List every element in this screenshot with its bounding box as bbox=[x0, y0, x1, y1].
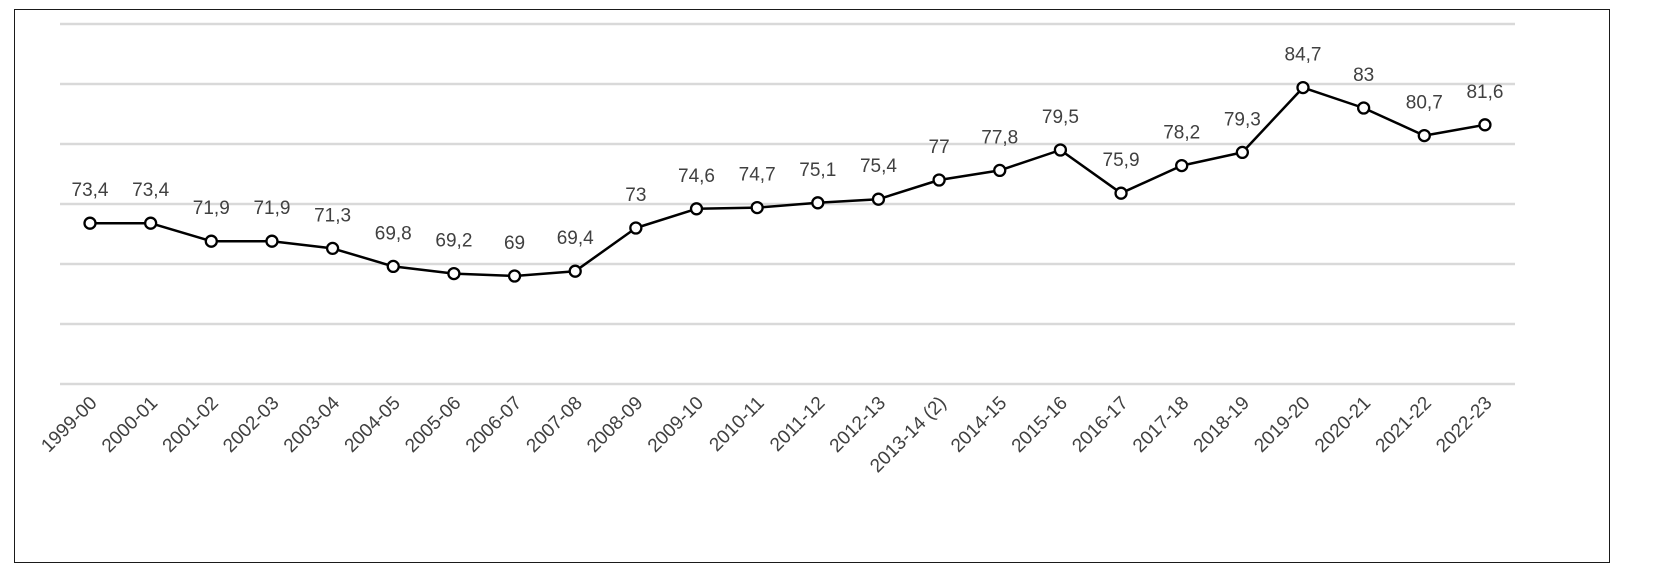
data-label: 69,2 bbox=[435, 231, 472, 252]
x-tick-label: 2006-07 bbox=[462, 393, 526, 457]
x-tick-label: 2021-22 bbox=[1372, 393, 1436, 457]
data-label: 74,6 bbox=[678, 166, 715, 187]
data-point-marker bbox=[1357, 101, 1371, 115]
data-point-marker bbox=[386, 259, 400, 274]
data-label: 69 bbox=[504, 233, 525, 254]
data-point-marker bbox=[1417, 128, 1431, 143]
data-label: 71,9 bbox=[253, 198, 290, 219]
data-label: 83 bbox=[1353, 65, 1374, 86]
data-point-marker bbox=[447, 266, 461, 281]
data-label: 75,1 bbox=[799, 160, 836, 181]
x-tick-label: 2001-02 bbox=[159, 393, 223, 457]
x-tick-label: 2003-04 bbox=[280, 392, 344, 456]
data-point-marker bbox=[265, 234, 279, 248]
data-point-marker bbox=[750, 200, 764, 215]
data-point-marker bbox=[1296, 80, 1310, 95]
data-label: 79,5 bbox=[1042, 107, 1079, 128]
series-line bbox=[90, 86, 1486, 278]
x-axis-tick-labels: 1999-002000-012001-022002-032003-042004-… bbox=[37, 392, 1496, 477]
x-tick-label: 1999-00 bbox=[37, 393, 101, 457]
x-tick-label: 2015-16 bbox=[1008, 393, 1072, 457]
x-tick-label: 2018-19 bbox=[1190, 393, 1254, 457]
data-point-marker bbox=[83, 216, 97, 230]
x-tick-label: 2017-18 bbox=[1129, 393, 1193, 457]
data-labels: 73,4 73,4 71,9 71,9 71,3 69,8 69,2 69 69,4 73 74,6… bbox=[72, 45, 1504, 254]
data-point-marker bbox=[325, 241, 340, 256]
data-point-marker bbox=[1053, 143, 1068, 157]
data-label: 81,6 bbox=[1466, 82, 1503, 103]
x-tick-label: 2009-10 bbox=[644, 393, 708, 457]
data-label: 77,8 bbox=[981, 127, 1018, 148]
data-label: 73 bbox=[625, 185, 646, 206]
x-tick-label: 2007-08 bbox=[523, 393, 587, 457]
x-tick-label: 2000-01 bbox=[98, 393, 162, 457]
x-tick-label: 2014-15 bbox=[947, 393, 1011, 457]
data-point-marker bbox=[932, 173, 946, 187]
data-label: 79,3 bbox=[1224, 109, 1261, 130]
data-label: 73,4 bbox=[132, 180, 169, 201]
data-label: 69,4 bbox=[557, 228, 594, 249]
x-tick-label: 2010-11 bbox=[706, 393, 769, 456]
x-tick-label: 2008-09 bbox=[583, 393, 647, 457]
data-point-marker bbox=[1114, 186, 1128, 200]
data-point-marker bbox=[629, 221, 643, 235]
data-point-marker bbox=[568, 264, 582, 278]
data-label: 73,4 bbox=[72, 180, 109, 201]
data-point-marker bbox=[1175, 158, 1189, 173]
x-tick-label: 2002-03 bbox=[219, 393, 283, 457]
data-point-marker bbox=[811, 196, 825, 210]
data-point-marker bbox=[871, 192, 886, 206]
x-tick-label: 2011-12 bbox=[766, 393, 829, 456]
data-point-marker bbox=[993, 163, 1007, 178]
data-label: 80,7 bbox=[1406, 93, 1443, 114]
data-label: 75,4 bbox=[860, 156, 897, 177]
data-label: 71,9 bbox=[193, 198, 230, 219]
x-tick-label: 2004-05 bbox=[341, 393, 405, 457]
data-point-marker bbox=[507, 269, 522, 283]
data-point-marker bbox=[143, 216, 158, 230]
x-tick-label: 2022-23 bbox=[1432, 393, 1496, 457]
series-line-layer bbox=[90, 86, 1486, 278]
point-markers bbox=[83, 80, 1492, 283]
data-label: 84,7 bbox=[1285, 45, 1322, 66]
data-label: 78,2 bbox=[1163, 123, 1200, 144]
data-label: 77 bbox=[929, 137, 950, 158]
data-point-marker bbox=[689, 202, 704, 216]
data-label: 69,8 bbox=[375, 223, 412, 244]
data-point-marker bbox=[1478, 118, 1492, 132]
data-label: 71,3 bbox=[314, 205, 351, 226]
gridlines bbox=[60, 22, 1515, 386]
x-tick-label: 2019-20 bbox=[1250, 393, 1314, 457]
x-tick-label: 2005-06 bbox=[401, 393, 465, 457]
x-tick-label: 2016-17 bbox=[1068, 393, 1132, 457]
data-point-marker bbox=[204, 234, 218, 248]
data-point-marker bbox=[1235, 145, 1249, 160]
x-tick-label: 2020-21 bbox=[1311, 393, 1375, 457]
data-label: 75,9 bbox=[1103, 150, 1140, 171]
data-label: 74,7 bbox=[739, 165, 776, 186]
